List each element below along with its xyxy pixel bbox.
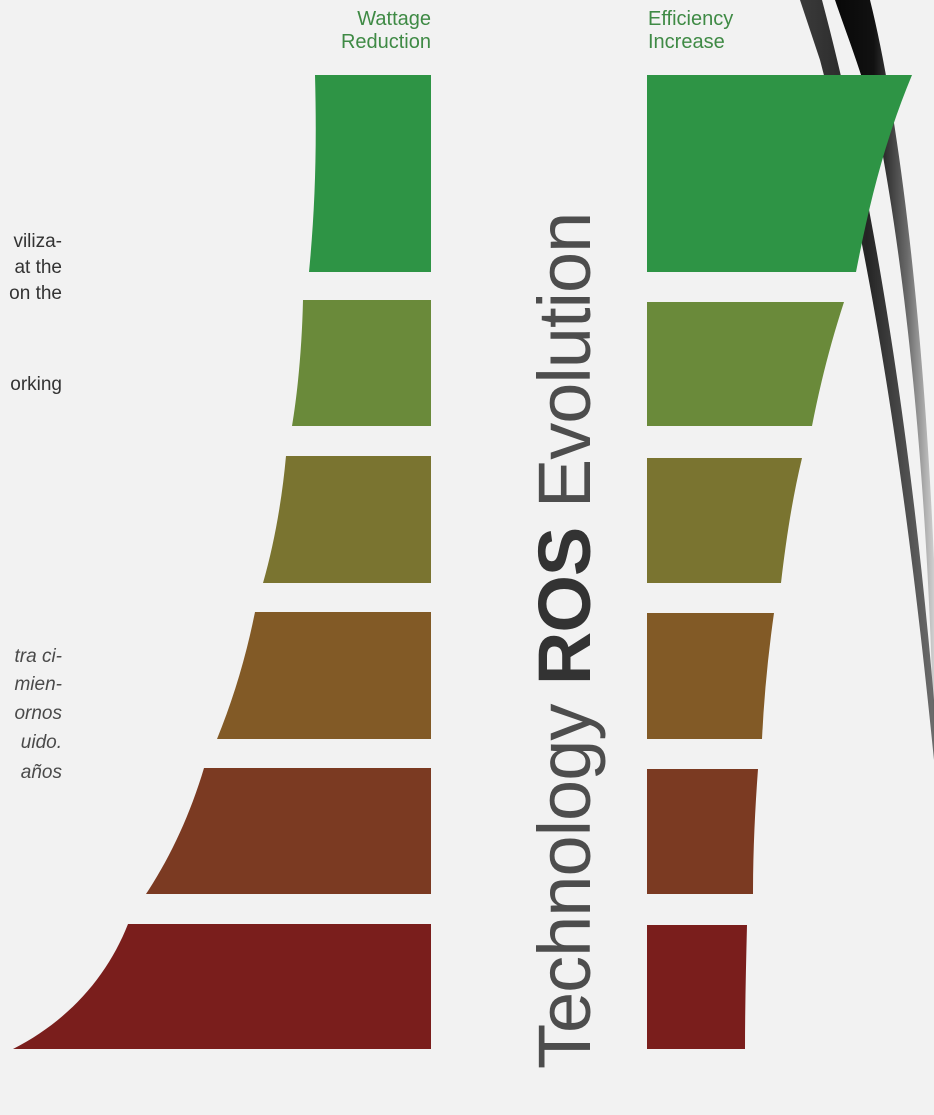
text-fragment: años <box>20 762 62 783</box>
efficiency-level-4 <box>647 613 774 739</box>
title-ros: ROS <box>523 527 606 686</box>
wattage-level-2 <box>292 300 431 426</box>
decorative-arc <box>800 0 934 760</box>
wattage-level-5 <box>146 768 431 894</box>
wattage-level-1 <box>309 75 431 272</box>
text-fragment: viliza- <box>13 231 62 252</box>
text-fragment: tra ci- <box>14 646 63 667</box>
text-fragment: ornos <box>14 703 62 724</box>
title-technology: Technology <box>523 685 606 1069</box>
efficiency-increase-header: Efficiency Increase <box>648 8 734 53</box>
efficiency-level-2 <box>647 302 844 426</box>
text-fragment: on the <box>9 283 62 304</box>
title-evolution: Evolution <box>523 212 606 528</box>
text-fragment: mien- <box>14 674 62 695</box>
text-fragment: uido. <box>20 732 62 753</box>
wattage-level-4 <box>217 612 431 739</box>
efficiency-level-5 <box>647 769 758 894</box>
efficiency-level-3 <box>647 458 802 583</box>
wattage-level-3 <box>263 456 431 583</box>
efficiency-level-6 <box>647 925 747 1049</box>
wattage-reduction-header: Wattage Reduction <box>340 8 431 53</box>
vertical-title-text: Technology ROS Evolution <box>523 213 606 1069</box>
text-fragment: at the <box>14 257 62 278</box>
wattage-level-6 <box>13 924 431 1049</box>
efficiency-level-1 <box>647 75 912 272</box>
text-fragment: orking <box>10 374 62 395</box>
